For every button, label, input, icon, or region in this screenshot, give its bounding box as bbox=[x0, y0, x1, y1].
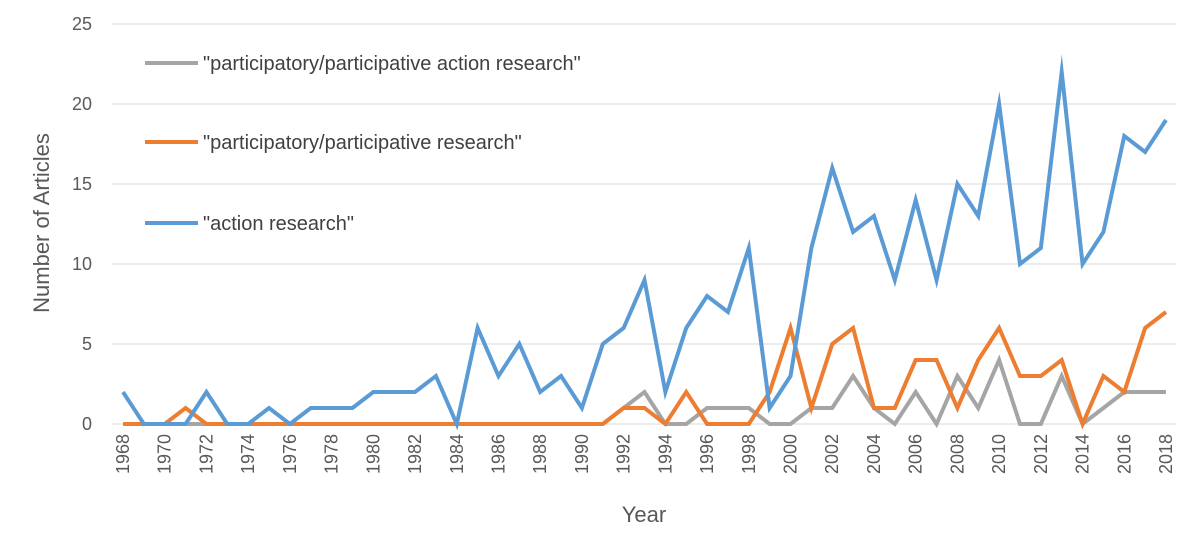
x-tick-label: 2010 bbox=[989, 434, 1009, 474]
x-tick-label: 1978 bbox=[322, 434, 342, 474]
y-axis-tick-labels: 0 5 10 15 20 25 bbox=[72, 14, 92, 434]
x-axis-title: Year bbox=[622, 502, 666, 527]
x-tick-label: 2012 bbox=[1031, 434, 1051, 474]
legend: "participatory/participative action rese… bbox=[145, 53, 581, 235]
legend-label: "action research" bbox=[203, 213, 354, 235]
series-line-2 bbox=[123, 310, 1168, 430]
x-tick-label: 2014 bbox=[1073, 434, 1093, 474]
x-tick-label: 2000 bbox=[781, 434, 801, 474]
x-tick-label: 1972 bbox=[196, 434, 216, 474]
series-lines bbox=[121, 54, 1168, 431]
x-tick-label: 2018 bbox=[1156, 434, 1176, 474]
x-tick-label: 2004 bbox=[864, 434, 884, 474]
x-tick-label: 1984 bbox=[447, 434, 467, 474]
x-tick-label: 1970 bbox=[155, 434, 175, 474]
legend-label: "participatory/participative action rese… bbox=[203, 53, 581, 75]
legend-label: "participatory/participative research" bbox=[203, 132, 522, 154]
x-tick-label: 1996 bbox=[697, 434, 717, 474]
x-tick-label: 1998 bbox=[739, 434, 759, 474]
y-tick-label: 10 bbox=[72, 254, 92, 274]
x-tick-label: 1968 bbox=[113, 434, 133, 474]
series-line-3 bbox=[121, 54, 1168, 431]
y-tick-label: 5 bbox=[82, 334, 92, 354]
x-tick-label: 1980 bbox=[363, 434, 383, 474]
x-tick-label: 2008 bbox=[947, 434, 967, 474]
x-tick-label: 1990 bbox=[572, 434, 592, 474]
x-tick-label: 1986 bbox=[488, 434, 508, 474]
x-tick-label: 2002 bbox=[822, 434, 842, 474]
x-tick-label: 1992 bbox=[614, 434, 634, 474]
y-tick-label: 15 bbox=[72, 174, 92, 194]
x-tick-label: 1976 bbox=[280, 434, 300, 474]
y-tick-label: 20 bbox=[72, 94, 92, 114]
y-tick-label: 25 bbox=[72, 14, 92, 34]
x-tick-label: 1994 bbox=[655, 434, 675, 474]
x-tick-label: 1988 bbox=[530, 434, 550, 474]
y-axis-title: Number of Articles bbox=[29, 133, 54, 313]
x-tick-label: 1982 bbox=[405, 434, 425, 474]
y-tick-label: 0 bbox=[82, 414, 92, 434]
x-axis-tick-labels: 1968 1970 1972 1974 1976 1978 1980 1982 1984 1986… bbox=[113, 434, 1176, 474]
x-tick-label: 1974 bbox=[238, 434, 258, 474]
x-tick-label: 2006 bbox=[906, 434, 926, 474]
x-tick-label: 2016 bbox=[1114, 434, 1134, 474]
